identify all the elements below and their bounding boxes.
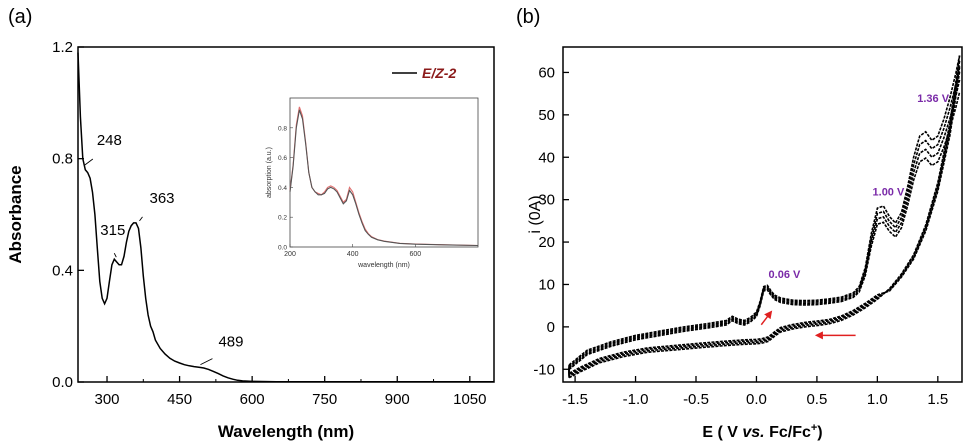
cv-forward-scan	[568, 79, 961, 369]
annotation-leader	[139, 216, 143, 222]
panel-a: (a) 300 450 600 750 900 1050 0.0 0.4 0.8 1.2 Wavele…	[6, 6, 495, 441]
cv-reverse-scan	[568, 66, 961, 376]
x-axis-title-b: E ( V vs. Fc/Fc+)	[702, 422, 822, 441]
annotation-leader	[84, 158, 94, 166]
annotation-leader	[113, 252, 117, 258]
y-tick-label-b: 40	[538, 149, 555, 166]
cv-forward-scan	[568, 91, 961, 371]
x-tick-label-b: -1.5	[562, 391, 588, 408]
peak-label: 363	[149, 190, 174, 207]
scan-direction-arrow	[760, 310, 773, 326]
panel-label-b: (b)	[516, 6, 540, 28]
plot-frame-b	[562, 46, 963, 383]
x-tick-label-a: 300	[95, 391, 120, 408]
x-tick-label-a: 600	[240, 391, 265, 408]
inset-x-axis-title: wavelength (nm)	[357, 262, 410, 269]
y-tick-label-a: 0.4	[52, 262, 73, 279]
potential-label: 1.36 V	[917, 93, 949, 105]
cv-forward-scan	[568, 67, 961, 368]
peak-label: 315	[100, 222, 125, 239]
panel-b: (b) -1.5 -1.0 -0.5 0.0 0.5 1.0 1.5 -10 0 10 20 30 40 5…	[516, 6, 963, 441]
inset-y-tick-label: 0.6	[278, 155, 287, 162]
y-tick-label-b: -10	[533, 361, 555, 378]
y-axis-title-b: i (0A)	[527, 195, 544, 233]
x-tick-label-b: 0.5	[806, 391, 827, 408]
x-tick-label-b: -0.5	[683, 391, 709, 408]
inset-y-tick-label: 0.8	[278, 125, 287, 132]
annotation-leader	[200, 358, 213, 366]
y-tick-label-b: 0	[547, 319, 555, 336]
cv-reverse-scan	[568, 71, 961, 375]
potential-label: 0.06 V	[769, 269, 801, 281]
x-tick-label-b: -1.0	[623, 391, 649, 408]
x-tick-label-b: 1.5	[927, 391, 948, 408]
inset-x-tick-label: 400	[347, 251, 359, 258]
peak-label: 489	[218, 334, 243, 351]
inset-y-axis-title: absorption (a.u.)	[266, 147, 273, 198]
legend-label-a: E/Z-2	[422, 65, 456, 81]
y-tick-label-a: 0.0	[52, 374, 73, 391]
y-axis-title-a: Absorbance	[6, 165, 25, 263]
x-tick-label-a: 450	[167, 391, 192, 408]
y-tick-label-a: 0.8	[52, 151, 73, 168]
x-axis-title-a: Wavelength (nm)	[218, 422, 354, 441]
y-tick-label-b: 60	[538, 64, 555, 81]
x-tick-label-a: 1050	[453, 391, 486, 408]
inset-y-tick-label: 0.4	[278, 185, 287, 192]
y-tick-label-b: 20	[538, 234, 555, 251]
x-tick-label-b: 1.0	[867, 391, 888, 408]
legend-a: E/Z-2	[392, 65, 456, 81]
cv-forward-scan	[568, 55, 961, 366]
y-tick-label-b: 50	[538, 107, 555, 124]
x-tick-label-a: 750	[312, 391, 337, 408]
inset-x-tick-label: 200	[284, 251, 296, 258]
potential-label: 1.00 V	[873, 186, 905, 198]
voltammogram	[568, 55, 961, 379]
y-tick-label-b: 30	[538, 192, 555, 209]
peak-label: 248	[97, 132, 122, 149]
cv-reverse-scan	[568, 55, 961, 379]
absorbance-line	[77, 52, 494, 383]
inset-y-tick-label: 0.0	[278, 245, 287, 252]
x-tick-label-b: 0.0	[746, 391, 767, 408]
x-tick-label-a: 900	[385, 391, 410, 408]
inset-frame	[289, 97, 479, 248]
inset-y-tick-label: 0.2	[278, 215, 287, 222]
y-tick-label-a: 1.2	[52, 39, 73, 56]
inset-spectrum-line	[289, 109, 479, 247]
panel-label-a: (a)	[8, 6, 32, 28]
inset-x-tick-label: 600	[409, 251, 421, 258]
inset-plot: 200 400 600 0.0 0.2 0.4 0.6 0.8 wavelength (nm) a…	[266, 97, 479, 269]
y-tick-label-b: 10	[538, 276, 555, 293]
